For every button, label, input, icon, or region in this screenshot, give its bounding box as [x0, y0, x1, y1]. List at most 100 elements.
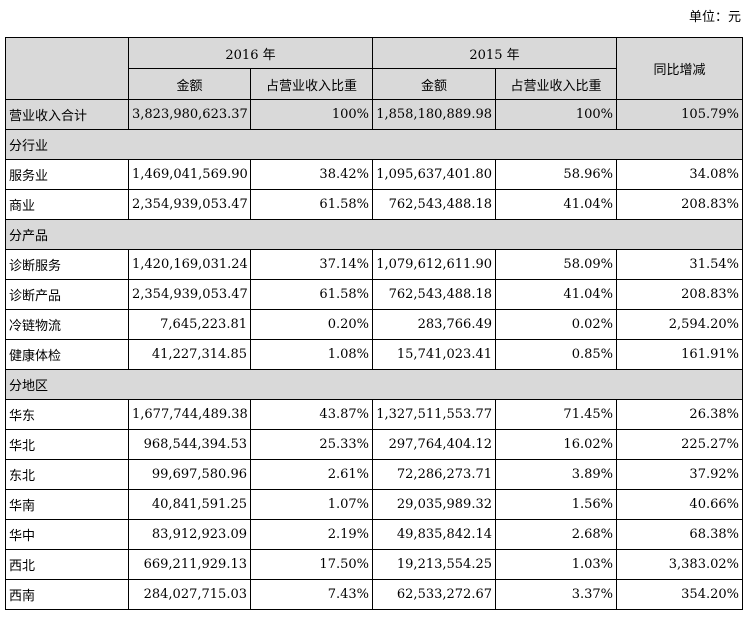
yoy-change: 161.91% — [616, 339, 743, 370]
header-amount-2015: 金额 — [372, 68, 496, 100]
table-row: 东北 99,697,580.96 2.61% 72,286,273.71 3.89% 37… — [5, 459, 743, 490]
row-name: 东北 — [5, 459, 129, 490]
amount-2015: 762,543,488.18 — [372, 279, 496, 310]
amount-2016: 968,544,394.53 — [128, 429, 251, 460]
row-name: 华南 — [5, 489, 129, 520]
ratio-2015: 3.89% — [495, 459, 617, 490]
table-row: 健康体检 41,227,314.85 1.08% 15,741,023.41 0.85%… — [5, 339, 743, 370]
amount-2015: 1,858,180,889.98 — [372, 99, 496, 130]
amount-2015: 762,543,488.18 — [372, 189, 496, 220]
yoy-change: 40.66% — [616, 489, 743, 520]
header-ratio-2015: 占营业收入比重 — [495, 68, 617, 100]
ratio-2015: 100% — [495, 99, 617, 130]
ratio-2015: 3.37% — [495, 579, 617, 610]
table-row: 西南 284,027,715.03 7.43% 62,533,272.67 3.37% 3… — [5, 579, 743, 610]
amount-2016: 1,420,169,031.24 — [128, 249, 251, 280]
amount-2016: 2,354,939,053.47 — [128, 189, 251, 220]
yoy-change: 208.83% — [616, 279, 743, 310]
yoy-change: 225.27% — [616, 429, 743, 460]
ratio-2016: 61.58% — [250, 189, 373, 220]
ratio-2015: 71.45% — [495, 399, 617, 430]
yoy-change: 31.54% — [616, 249, 743, 280]
table-row: 西北 669,211,929.13 17.50% 19,213,554.25 1.03%… — [5, 549, 743, 580]
section-header-row: 分地区 — [5, 369, 743, 400]
ratio-2015: 0.85% — [495, 339, 617, 370]
ratio-2016: 1.08% — [250, 339, 373, 370]
yoy-change: 105.79% — [616, 99, 743, 130]
amount-2015: 1,327,511,553.77 — [372, 399, 496, 430]
amount-2015: 297,764,404.12 — [372, 429, 496, 460]
row-name: 诊断服务 — [5, 249, 129, 280]
row-name: 西北 — [5, 549, 129, 580]
ratio-2016: 0.20% — [250, 309, 373, 340]
table-row: 诊断产品 2,354,939,053.47 61.58% 762,543,488.18… — [5, 279, 743, 310]
amount-2016: 1,677,744,489.38 — [128, 399, 251, 430]
header-ratio-2016: 占营业收入比重 — [250, 68, 373, 100]
row-name: 营业收入合计 — [5, 99, 129, 130]
amount-2015: 1,095,637,401.80 — [372, 159, 496, 190]
amount-2016: 7,645,223.81 — [128, 309, 251, 340]
header-year-2015: 2015 年 — [372, 37, 617, 69]
yoy-change: 3,383.02% — [616, 549, 743, 580]
table-row: 服务业 1,469,041,569.90 38.42% 1,095,637,401.8… — [5, 159, 743, 190]
table-row: 商业 2,354,939,053.47 61.58% 762,543,488.18 41… — [5, 189, 743, 220]
ratio-2015: 41.04% — [495, 189, 617, 220]
yoy-change: 26.38% — [616, 399, 743, 430]
section-title: 分地区 — [5, 369, 743, 400]
yoy-change: 37.92% — [616, 459, 743, 490]
ratio-2015: 2.68% — [495, 519, 617, 550]
ratio-2016: 25.33% — [250, 429, 373, 460]
revenue-table: 2016 年 2015 年 同比增减 金额 占营业收入比重 金额 占营业收入比重… — [5, 37, 743, 610]
section-title: 分行业 — [5, 129, 743, 160]
amount-2015: 49,835,842.14 — [372, 519, 496, 550]
amount-2016: 2,354,939,053.47 — [128, 279, 251, 310]
yoy-change: 208.83% — [616, 189, 743, 220]
table-row: 华南 40,841,591.25 1.07% 29,035,989.32 1.56% 40… — [5, 489, 743, 520]
row-name: 商业 — [5, 189, 129, 220]
row-name: 服务业 — [5, 159, 129, 190]
row-name: 华中 — [5, 519, 129, 550]
yoy-change: 68.38% — [616, 519, 743, 550]
section-header-row: 分行业 — [5, 129, 743, 160]
table-row: 冷链物流 7,645,223.81 0.20% 283,766.49 0.02% 2,59… — [5, 309, 743, 340]
amount-2016: 40,841,591.25 — [128, 489, 251, 520]
ratio-2016: 2.19% — [250, 519, 373, 550]
amount-2016: 669,211,929.13 — [128, 549, 251, 580]
ratio-2015: 58.96% — [495, 159, 617, 190]
amount-2015: 19,213,554.25 — [372, 549, 496, 580]
table-row: 华中 83,912,923.09 2.19% 49,835,842.14 2.68% 68… — [5, 519, 743, 550]
table-row: 华东 1,677,744,489.38 43.87% 1,327,511,553.77… — [5, 399, 743, 430]
ratio-2016: 17.50% — [250, 549, 373, 580]
amount-2016: 284,027,715.03 — [128, 579, 251, 610]
ratio-2016: 43.87% — [250, 399, 373, 430]
row-name: 西南 — [5, 579, 129, 610]
row-name: 冷链物流 — [5, 309, 129, 340]
header-change: 同比增减 — [616, 37, 743, 100]
amount-2015: 62,533,272.67 — [372, 579, 496, 610]
table-row: 诊断服务 1,420,169,031.24 37.14% 1,079,612,611.… — [5, 249, 743, 280]
header-corner — [5, 37, 129, 100]
ratio-2015: 0.02% — [495, 309, 617, 340]
row-name: 健康体检 — [5, 339, 129, 370]
section-header-row: 分产品 — [5, 219, 743, 250]
amount-2016: 3,823,980,623.37 — [128, 99, 251, 130]
section-title: 分产品 — [5, 219, 743, 250]
ratio-2015: 16.02% — [495, 429, 617, 460]
ratio-2016: 37.14% — [250, 249, 373, 280]
row-name: 华北 — [5, 429, 129, 460]
amount-2015: 15,741,023.41 — [372, 339, 496, 370]
ratio-2016: 7.43% — [250, 579, 373, 610]
ratio-2016: 100% — [250, 99, 373, 130]
row-name: 华东 — [5, 399, 129, 430]
amount-2016: 41,227,314.85 — [128, 339, 251, 370]
amount-2016: 1,469,041,569.90 — [128, 159, 251, 190]
header-amount-2016: 金额 — [128, 68, 251, 100]
yoy-change: 2,594.20% — [616, 309, 743, 340]
ratio-2016: 1.07% — [250, 489, 373, 520]
ratio-2015: 58.09% — [495, 249, 617, 280]
amount-2015: 29,035,989.32 — [372, 489, 496, 520]
ratio-2015: 41.04% — [495, 279, 617, 310]
ratio-2016: 2.61% — [250, 459, 373, 490]
unit-label: 单位：元 — [688, 10, 741, 25]
ratio-2016: 38.42% — [250, 159, 373, 190]
